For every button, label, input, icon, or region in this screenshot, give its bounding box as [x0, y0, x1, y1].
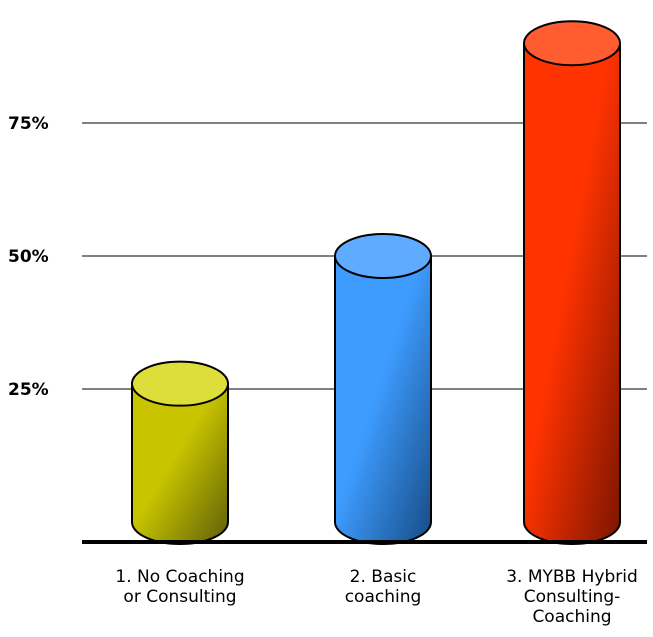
x-category-label-3: 3. MYBB Hybrid Consulting-Coaching: [506, 567, 638, 627]
x-category-label-line: Coaching: [532, 607, 611, 627]
x-category-label-line: or Consulting: [123, 587, 236, 607]
x-axis-category-labels: 1. No Coaching or Consulting 2. Basic coach…: [115, 567, 637, 627]
x-category-label-line: coaching: [345, 587, 422, 607]
bars: [131, 20, 621, 545]
bar-1: [131, 360, 229, 545]
y-tick-label: 25%: [8, 380, 49, 400]
bar-3: [523, 20, 621, 545]
bar-body-3: [523, 42, 621, 545]
bar-body-1: [131, 382, 229, 545]
x-category-label-2: 2. Basic coaching: [345, 567, 422, 607]
y-axis-tick-labels: 25% 50% 75%: [8, 114, 49, 400]
x-category-label-line: 3. MYBB Hybrid: [506, 567, 638, 587]
x-category-label-line: 2. Basic: [350, 567, 417, 587]
y-tick-label: 50%: [8, 247, 49, 267]
x-category-label-1: 1. No Coaching or Consulting: [115, 567, 244, 607]
x-category-label-line: 1. No Coaching: [115, 567, 244, 587]
bar-body-2: [334, 255, 432, 545]
bar-top-1: [131, 360, 229, 407]
x-category-label-line: Consulting-: [524, 587, 621, 607]
y-tick-label: 75%: [8, 114, 49, 134]
bar-top-3: [523, 20, 621, 67]
bar-top-2: [334, 233, 432, 279]
bar-2: [334, 233, 432, 545]
